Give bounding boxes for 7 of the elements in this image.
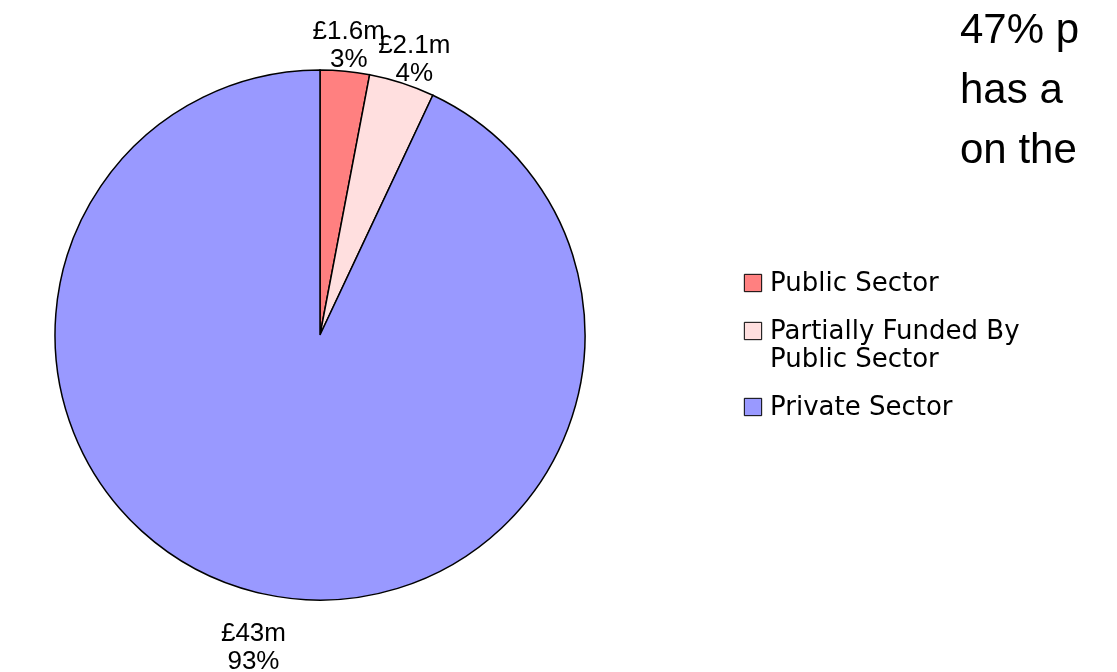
text: has a <box>960 65 1064 112</box>
text: 47% p <box>960 5 1080 52</box>
data-label: £43m 93% <box>220 616 286 672</box>
legend-label: Partially Funded By Public Sector <box>770 315 1020 373</box>
legend-label: Public Sector <box>770 267 940 297</box>
legend-label: Private Sector <box>770 391 953 421</box>
text: on the <box>960 125 1077 172</box>
